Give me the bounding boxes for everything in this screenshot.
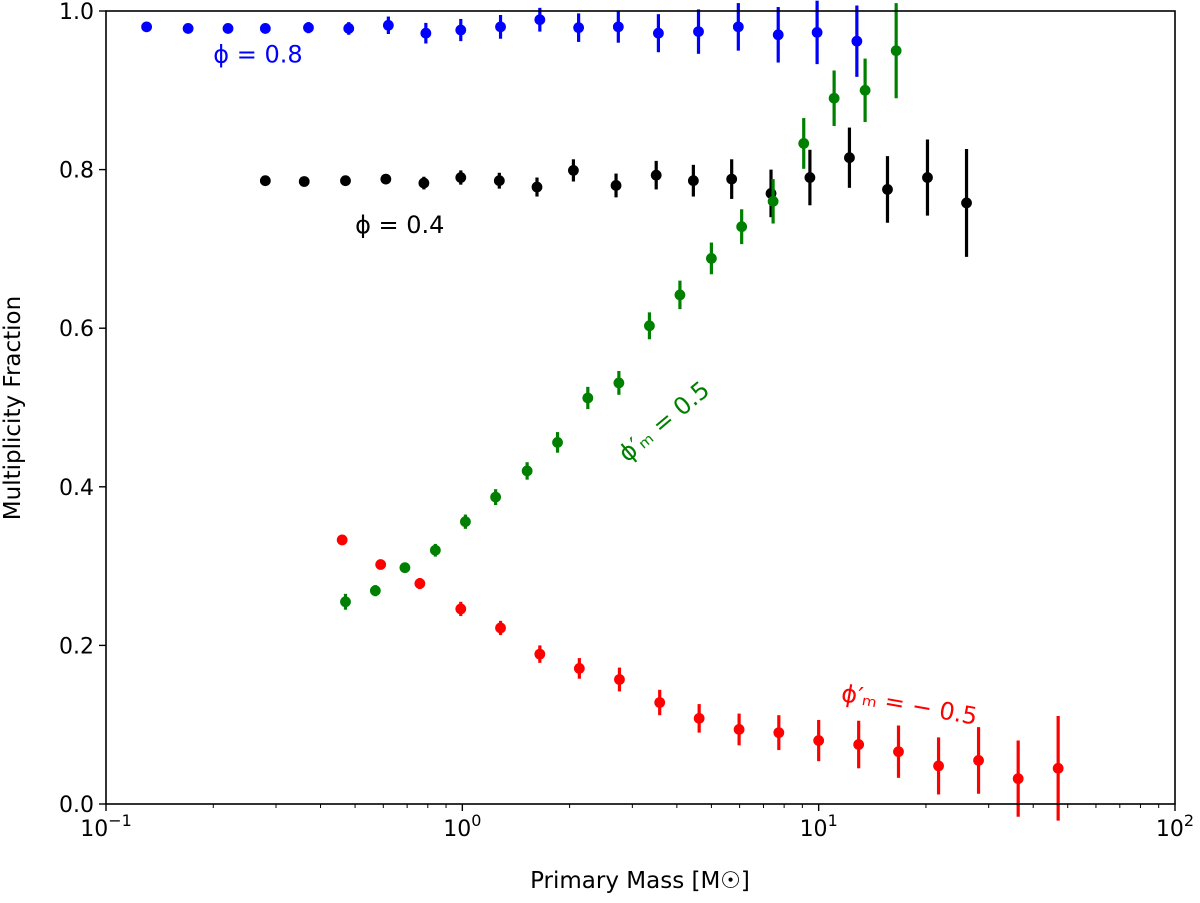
data-point bbox=[1012, 773, 1024, 785]
data-point bbox=[726, 173, 738, 185]
data-point bbox=[736, 221, 748, 233]
data-point bbox=[732, 21, 744, 33]
data-point bbox=[429, 544, 441, 556]
data-point bbox=[375, 559, 387, 570]
series-annotation: ϕ = 0.8 bbox=[213, 41, 302, 69]
data-point bbox=[813, 735, 825, 746]
data-point bbox=[534, 14, 546, 26]
data-point bbox=[259, 175, 271, 187]
data-point bbox=[399, 562, 411, 574]
data-point bbox=[298, 176, 310, 187]
y-tick-label: 0.8 bbox=[59, 159, 94, 184]
data-point bbox=[495, 622, 506, 634]
data-point bbox=[182, 23, 194, 34]
data-point bbox=[853, 739, 865, 750]
series-1 bbox=[259, 127, 972, 257]
data-point bbox=[767, 195, 779, 207]
data-point bbox=[420, 27, 432, 39]
data-point bbox=[459, 516, 471, 528]
data-point bbox=[141, 21, 153, 33]
x-tick-label: 101 bbox=[800, 811, 838, 842]
series-2 bbox=[340, 3, 902, 610]
data-point bbox=[582, 392, 594, 404]
data-point bbox=[804, 172, 816, 183]
y-tick-label: 1.0 bbox=[59, 0, 94, 25]
data-point bbox=[493, 175, 505, 187]
data-point bbox=[654, 697, 666, 708]
data-point bbox=[382, 19, 394, 31]
data-point bbox=[455, 24, 467, 36]
data-point bbox=[772, 29, 784, 41]
data-point bbox=[490, 491, 502, 503]
data-point bbox=[1052, 762, 1064, 774]
plot-frame bbox=[105, 10, 1176, 805]
x-tick-label: 10−1 bbox=[80, 811, 132, 842]
data-point bbox=[380, 173, 392, 185]
data-point bbox=[455, 603, 467, 615]
data-point bbox=[933, 760, 944, 772]
data-point bbox=[343, 23, 355, 34]
data-point bbox=[612, 21, 624, 33]
x-tick-label: 100 bbox=[443, 811, 481, 842]
data-point bbox=[340, 175, 351, 187]
data-point bbox=[573, 22, 585, 34]
data-point bbox=[521, 465, 533, 477]
data-point bbox=[369, 585, 381, 597]
data-point bbox=[614, 674, 625, 685]
data-point bbox=[922, 172, 933, 183]
data-point bbox=[613, 377, 625, 389]
data-point bbox=[882, 184, 893, 195]
data-point bbox=[961, 197, 972, 209]
data-point bbox=[828, 92, 840, 104]
data-point bbox=[534, 648, 546, 660]
data-point bbox=[340, 596, 351, 608]
data-point bbox=[890, 45, 902, 57]
data-point bbox=[552, 436, 563, 448]
data-point bbox=[693, 26, 704, 38]
data-point bbox=[844, 152, 855, 164]
data-point bbox=[336, 534, 348, 546]
data-point bbox=[644, 320, 655, 332]
series-annotation: ϕ = 0.4 bbox=[355, 211, 444, 239]
data-point bbox=[674, 289, 686, 301]
x-axis-title: Primary Mass [M☉] bbox=[530, 868, 750, 894]
data-point bbox=[851, 35, 863, 47]
y-tick-label: 0.0 bbox=[59, 793, 94, 818]
data-point bbox=[733, 724, 745, 735]
data-point bbox=[455, 172, 467, 183]
x-tick-label: 102 bbox=[1156, 811, 1194, 842]
data-point bbox=[610, 180, 622, 191]
data-point bbox=[414, 578, 426, 589]
data-point bbox=[650, 169, 662, 181]
data-point bbox=[773, 727, 785, 739]
data-point bbox=[973, 754, 984, 766]
data-point bbox=[687, 175, 699, 187]
data-point bbox=[568, 164, 579, 176]
data-point bbox=[811, 27, 823, 38]
axes: 0.0 0.2 0.4 0.6 0.8 1.0 10−1 100 101 102 bbox=[59, 0, 1194, 842]
data-point bbox=[495, 21, 506, 33]
y-tick-label: 0.2 bbox=[59, 634, 94, 659]
data-point bbox=[893, 746, 904, 758]
data-point bbox=[798, 138, 810, 149]
y-tick-label: 0.6 bbox=[59, 317, 94, 342]
data-point bbox=[259, 23, 271, 34]
data-point bbox=[418, 177, 430, 189]
plot-background bbox=[106, 11, 1175, 804]
data-point bbox=[303, 22, 314, 34]
data-point bbox=[222, 23, 234, 34]
data-point bbox=[859, 84, 871, 96]
data-point bbox=[573, 662, 585, 674]
data-point bbox=[693, 712, 705, 724]
data-point bbox=[652, 27, 664, 39]
data-point bbox=[531, 181, 543, 193]
data-point bbox=[705, 253, 717, 264]
y-axis-title: Multiplicity Fraction bbox=[0, 296, 26, 520]
y-tick-label: 0.4 bbox=[59, 476, 94, 501]
